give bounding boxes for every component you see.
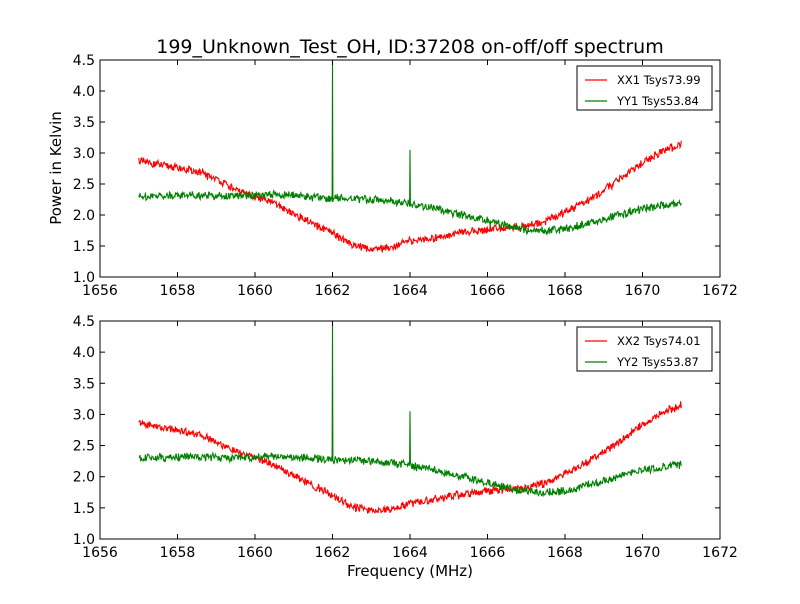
x-tick-label: 1656	[82, 545, 118, 561]
y-tick-label: 4.5	[73, 314, 95, 330]
x-tick-label: 1672	[702, 545, 738, 561]
x-tick-label: 1668	[547, 545, 583, 561]
series-line-2	[138, 321, 682, 498]
series-line-2	[138, 60, 682, 236]
y-tick-label: 3.0	[73, 407, 95, 423]
x-tick-label: 1660	[237, 545, 273, 561]
legend-entry: YY2 Tsys53.87	[616, 355, 699, 369]
y-tick-label: 4.5	[73, 53, 95, 69]
y-tick-label: 3.5	[73, 376, 95, 392]
x-tick-label: 1658	[160, 283, 196, 299]
x-tick-label: 1664	[392, 545, 428, 561]
legend-entry: XX1 Tsys73.99	[617, 73, 701, 87]
y-tick-label: 2.0	[73, 470, 95, 486]
y-tick-label: 3.0	[73, 146, 95, 162]
plot-panel-1: 1656 1658 1660 1662 1664 1666 1668 1670 1672 1.0 1…	[73, 53, 738, 299]
legend-entry: YY1 Tsys53.84	[616, 94, 699, 108]
y-tick-label: 2.5	[73, 439, 95, 455]
x-tick-label: 1670	[625, 545, 661, 561]
legend-box	[576, 65, 713, 111]
legend: XX1 Tsys73.99 YY1 Tsys53.84	[576, 65, 713, 111]
plot-panels: 1656 1658 1660 1662 1664 1666 1668 1670 16721.01…	[73, 53, 738, 561]
x-tick-label: 1670	[625, 283, 661, 299]
y-tick-label: 3.5	[73, 115, 95, 131]
x-tick-label: 1664	[392, 283, 428, 299]
y-tick-label: 1.5	[73, 239, 95, 255]
x-axis-label: Frequency (MHz)	[347, 562, 473, 580]
x-tick-label: 1672	[702, 283, 738, 299]
x-tick-label: 1662	[315, 283, 351, 299]
y-tick-label: 2.0	[73, 208, 95, 224]
series-line-1	[138, 140, 682, 253]
x-tick-label: 1656	[82, 283, 118, 299]
y-tick-label: 2.5	[73, 177, 95, 193]
y-axis-label: Power in Kelvin	[47, 111, 65, 225]
plot-panel-2: 1656 1658 1660 1662 1664 1666 1668 1670 1672 1.0 1…	[73, 314, 738, 561]
series-line-1	[138, 401, 682, 514]
y-tick-label: 1.0	[73, 532, 95, 548]
x-tick-label: 1662	[315, 545, 351, 561]
y-tick-label: 1.5	[73, 501, 95, 517]
legend-entry: XX2 Tsys74.01	[617, 334, 701, 348]
x-tick-label: 1666	[470, 545, 506, 561]
series-lines	[138, 321, 682, 514]
figure-title: 199_Unknown_Test_OH, ID:37208 on-off/off…	[156, 36, 663, 58]
x-tick-label: 1666	[470, 283, 506, 299]
series-lines	[138, 60, 682, 253]
x-tick-label: 1668	[547, 283, 583, 299]
y-tick-label: 4.0	[73, 345, 95, 361]
legend: XX2 Tsys74.01 YY2 Tsys53.87	[576, 326, 713, 372]
x-tick-label: 1658	[160, 545, 196, 561]
legend-box	[576, 326, 713, 372]
x-tick-label: 1660	[237, 283, 273, 299]
y-tick-label: 1.0	[73, 270, 95, 286]
y-tick-label: 4.0	[73, 84, 95, 100]
